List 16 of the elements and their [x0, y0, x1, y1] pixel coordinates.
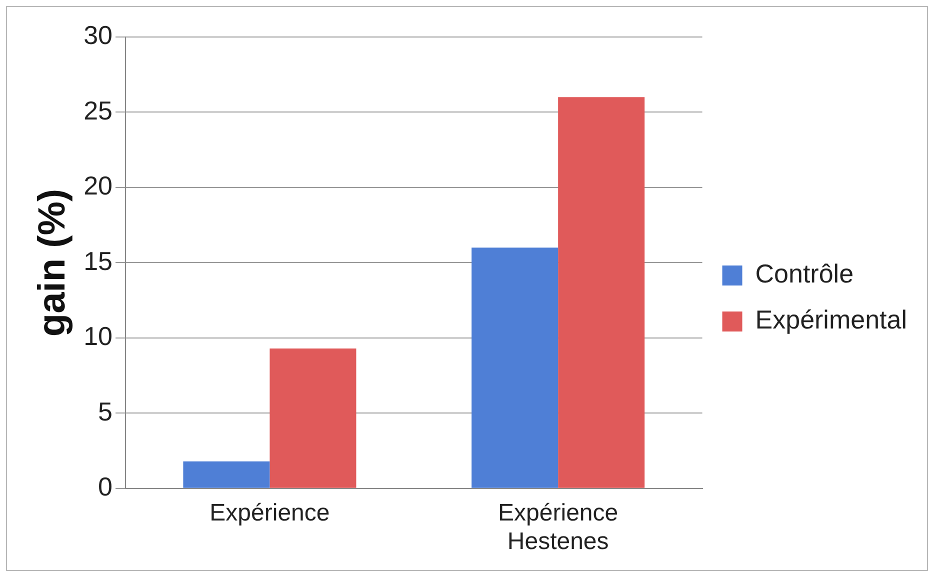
- y-tick-label: 25: [84, 95, 113, 126]
- x-tick-label: Expérience: [210, 499, 330, 526]
- legend-label: Expérimental: [755, 304, 907, 335]
- y-tick-label: 20: [84, 170, 113, 201]
- y-axis-title: gain (%): [31, 188, 74, 337]
- legend-label: Contrôle: [755, 258, 854, 289]
- bar: [270, 348, 356, 488]
- y-tick-label: 15: [84, 246, 113, 276]
- bar: [558, 97, 645, 488]
- bar: [472, 248, 558, 488]
- bar: [183, 461, 270, 488]
- y-tick-label: 0: [98, 472, 113, 502]
- y-tick-label: 10: [84, 321, 113, 352]
- y-tick-label: 5: [98, 396, 113, 426]
- x-tick-label: Expérience Hestenes: [498, 499, 618, 556]
- y-tick-label: 30: [84, 20, 113, 50]
